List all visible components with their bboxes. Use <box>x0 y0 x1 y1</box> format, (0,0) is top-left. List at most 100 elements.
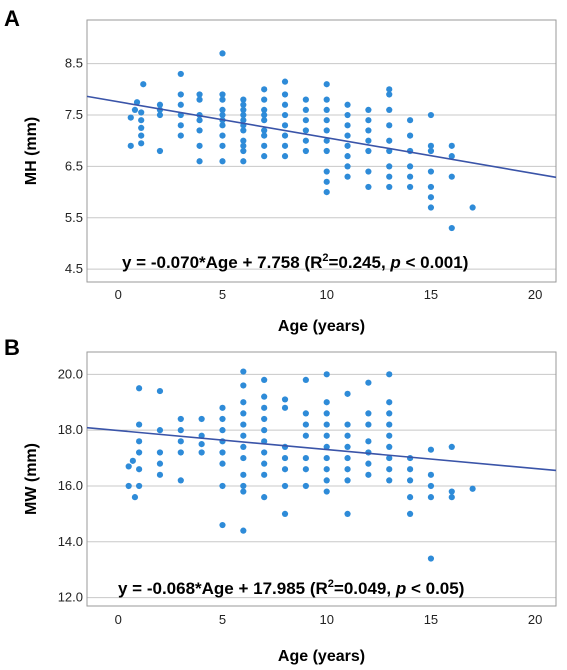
data-point <box>281 132 289 139</box>
data-point <box>127 114 134 121</box>
data-point <box>156 101 164 108</box>
data-point <box>219 158 226 165</box>
data-point <box>281 142 289 149</box>
data-point <box>281 404 289 411</box>
data-point <box>138 117 145 124</box>
data-point <box>219 482 226 490</box>
data-point <box>302 147 309 155</box>
x-tick-label: 20 <box>528 612 542 627</box>
data-point <box>177 70 184 78</box>
data-point <box>133 99 141 106</box>
data-point <box>365 168 372 175</box>
data-point <box>219 106 226 114</box>
equation-suffix: < 0.05) <box>406 579 464 598</box>
data-point <box>196 142 203 149</box>
data-point <box>323 81 330 88</box>
data-point <box>198 441 205 448</box>
data-point <box>406 163 414 170</box>
data-point <box>365 379 372 386</box>
data-point <box>323 106 330 114</box>
data-point <box>386 421 393 428</box>
data-point <box>240 147 247 155</box>
y-tick-label: 14.0 <box>58 534 83 549</box>
data-point <box>448 488 455 495</box>
data-point <box>302 106 309 114</box>
data-point <box>261 427 268 434</box>
data-point <box>281 482 289 490</box>
data-point <box>386 137 393 144</box>
data-point <box>156 147 164 155</box>
data-point <box>219 415 226 423</box>
data-point <box>448 142 455 149</box>
data-point <box>323 477 330 484</box>
data-point <box>219 427 226 434</box>
data-point <box>156 427 164 434</box>
data-point <box>427 204 435 211</box>
data-point <box>323 147 330 155</box>
data-point <box>323 454 330 462</box>
data-point <box>219 122 226 129</box>
panel-letter: A <box>4 6 20 31</box>
data-point <box>240 101 247 108</box>
data-point <box>136 449 143 456</box>
x-tick-label: 5 <box>219 612 226 627</box>
data-point <box>281 153 289 160</box>
data-point <box>323 421 330 428</box>
data-point <box>386 86 393 93</box>
data-point <box>427 168 435 175</box>
data-point <box>302 432 309 439</box>
equation-superscript: 2 <box>322 252 328 264</box>
data-point <box>240 488 247 495</box>
data-point <box>240 127 247 134</box>
data-point <box>302 466 309 473</box>
data-point <box>365 460 372 467</box>
data-point <box>469 204 476 211</box>
equation-p: p <box>395 579 406 598</box>
regression-equation: y = -0.068*Age + 17.985 (R2=0.049, p < 0… <box>118 578 464 598</box>
data-point <box>177 122 184 129</box>
data-point <box>365 421 372 428</box>
data-point <box>240 96 247 103</box>
data-point <box>386 163 393 170</box>
data-points <box>127 50 476 232</box>
data-point <box>406 466 414 473</box>
data-point <box>261 404 268 411</box>
equation-p: p <box>389 253 400 272</box>
data-point <box>240 482 247 490</box>
x-tick-label: 10 <box>319 612 333 627</box>
data-point <box>448 153 455 160</box>
data-point <box>302 482 309 490</box>
data-point <box>281 91 289 98</box>
data-point <box>365 471 372 478</box>
data-point <box>344 101 351 108</box>
x-tick-label: 0 <box>115 287 122 302</box>
data-point <box>406 183 414 191</box>
equation-superscript: 2 <box>328 578 334 590</box>
data-point <box>131 494 139 501</box>
y-tick-label: 5.5 <box>65 210 83 225</box>
data-point <box>240 421 247 428</box>
y-tick-label: 16.0 <box>58 478 83 493</box>
data-point <box>136 421 143 428</box>
chart-panel-b: B 12.0 14.0 16.0 18.0 20.0 0 5 10 15 20 Age (years)… <box>4 335 557 665</box>
data-point <box>136 482 143 490</box>
data-point <box>302 137 309 144</box>
data-point <box>427 183 435 191</box>
data-point <box>302 410 309 417</box>
data-point <box>323 488 330 495</box>
x-axis-title: Age (years) <box>278 318 365 335</box>
data-point <box>240 432 247 439</box>
data-point <box>448 494 455 501</box>
data-point <box>219 111 226 119</box>
data-point <box>281 466 289 473</box>
y-tick-label: 4.5 <box>65 261 83 276</box>
data-point <box>261 471 268 478</box>
data-point <box>196 158 203 165</box>
data-point <box>302 454 309 462</box>
data-point <box>406 173 414 180</box>
data-point <box>427 194 435 201</box>
data-point <box>261 117 268 124</box>
data-point <box>323 178 330 185</box>
data-point <box>365 117 372 124</box>
data-point <box>240 111 247 119</box>
